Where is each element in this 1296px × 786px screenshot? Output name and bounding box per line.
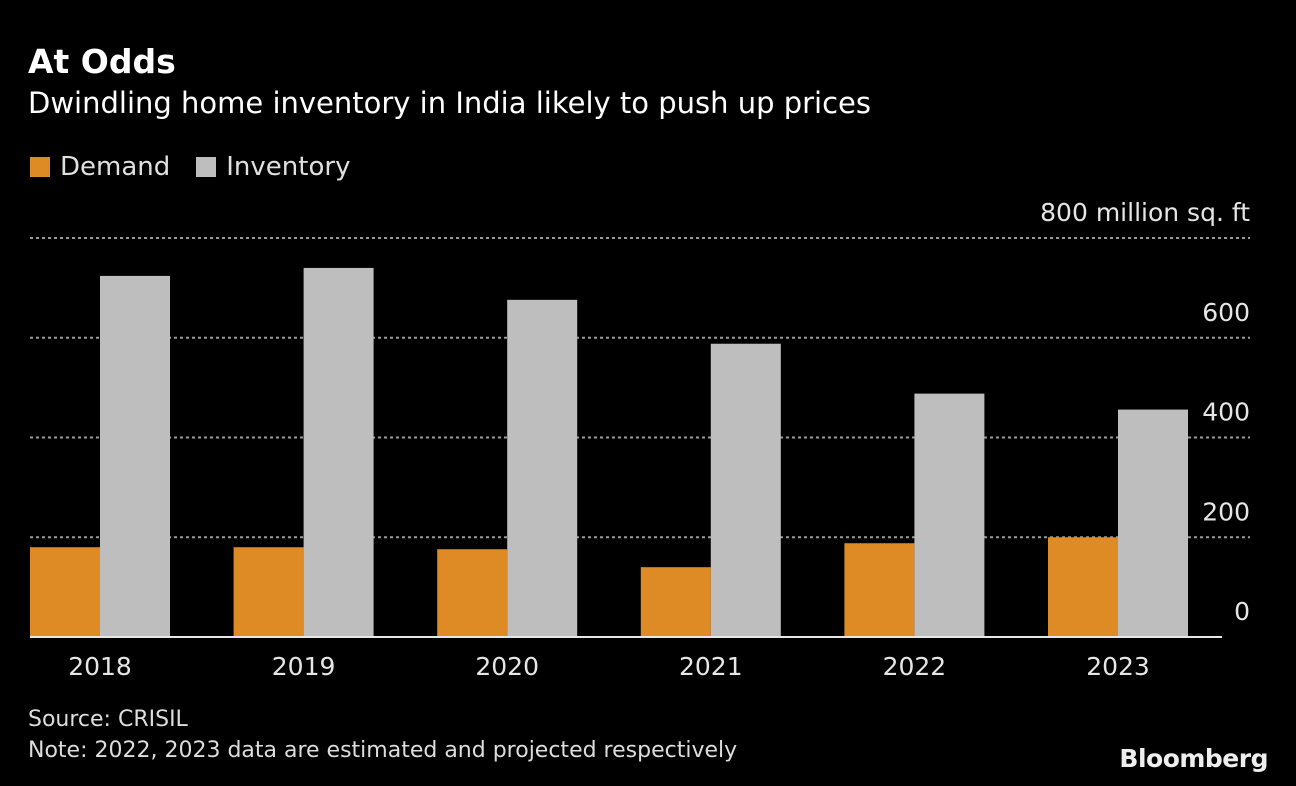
bar-inventory-2018 <box>100 275 170 637</box>
x-tick-label: 2020 <box>475 652 539 681</box>
bar-inventory-2019 <box>303 267 374 637</box>
x-tick-label: 2021 <box>679 652 743 681</box>
y-tick-label: 600 <box>1202 298 1250 327</box>
chart-subtitle: Dwindling home inventory in India likely… <box>28 86 871 120</box>
legend-swatch-demand <box>30 157 50 177</box>
y-tick-label: 0 <box>1234 597 1250 626</box>
y-tick-label: 400 <box>1202 398 1250 427</box>
bar-demand-2023 <box>1048 537 1118 637</box>
bar-inventory-2023 <box>1118 409 1188 637</box>
bar-demand-2020 <box>437 549 508 637</box>
note-text: Note: 2022, 2023 data are estimated and … <box>28 738 738 763</box>
chart-title: At Odds <box>28 42 176 81</box>
legend-swatch-inventory <box>196 157 217 177</box>
bar-demand-2018 <box>30 547 100 637</box>
bar-inventory-2020 <box>507 299 578 637</box>
bar-demand-2021 <box>640 567 711 637</box>
bar-demand-2022 <box>844 543 915 637</box>
footnotes: Source: CRISIL Note: 2022, 2023 data are… <box>28 704 737 766</box>
source-text: Source: CRISIL <box>28 707 188 732</box>
x-tick-label: 2019 <box>272 652 336 681</box>
bloomberg-logo: Bloomberg <box>1119 744 1268 773</box>
legend-item-demand: Demand <box>30 152 170 182</box>
bar-demand-2019 <box>233 547 304 637</box>
bar-inventory-2021 <box>710 343 781 637</box>
bar-inventory-2022 <box>914 393 985 637</box>
y-tick-label: 200 <box>1202 497 1250 526</box>
y-tick-label-with-unit: 800 million sq. ft <box>1040 198 1250 227</box>
x-tick-label: 2022 <box>883 652 947 681</box>
x-tick-label: 2018 <box>68 652 132 681</box>
legend-label-inventory: Inventory <box>226 152 351 182</box>
legend: Demand Inventory <box>30 152 376 182</box>
legend-label-demand: Demand <box>60 152 171 182</box>
x-tick-label: 2023 <box>1086 652 1150 681</box>
legend-item-inventory: Inventory <box>196 152 350 182</box>
